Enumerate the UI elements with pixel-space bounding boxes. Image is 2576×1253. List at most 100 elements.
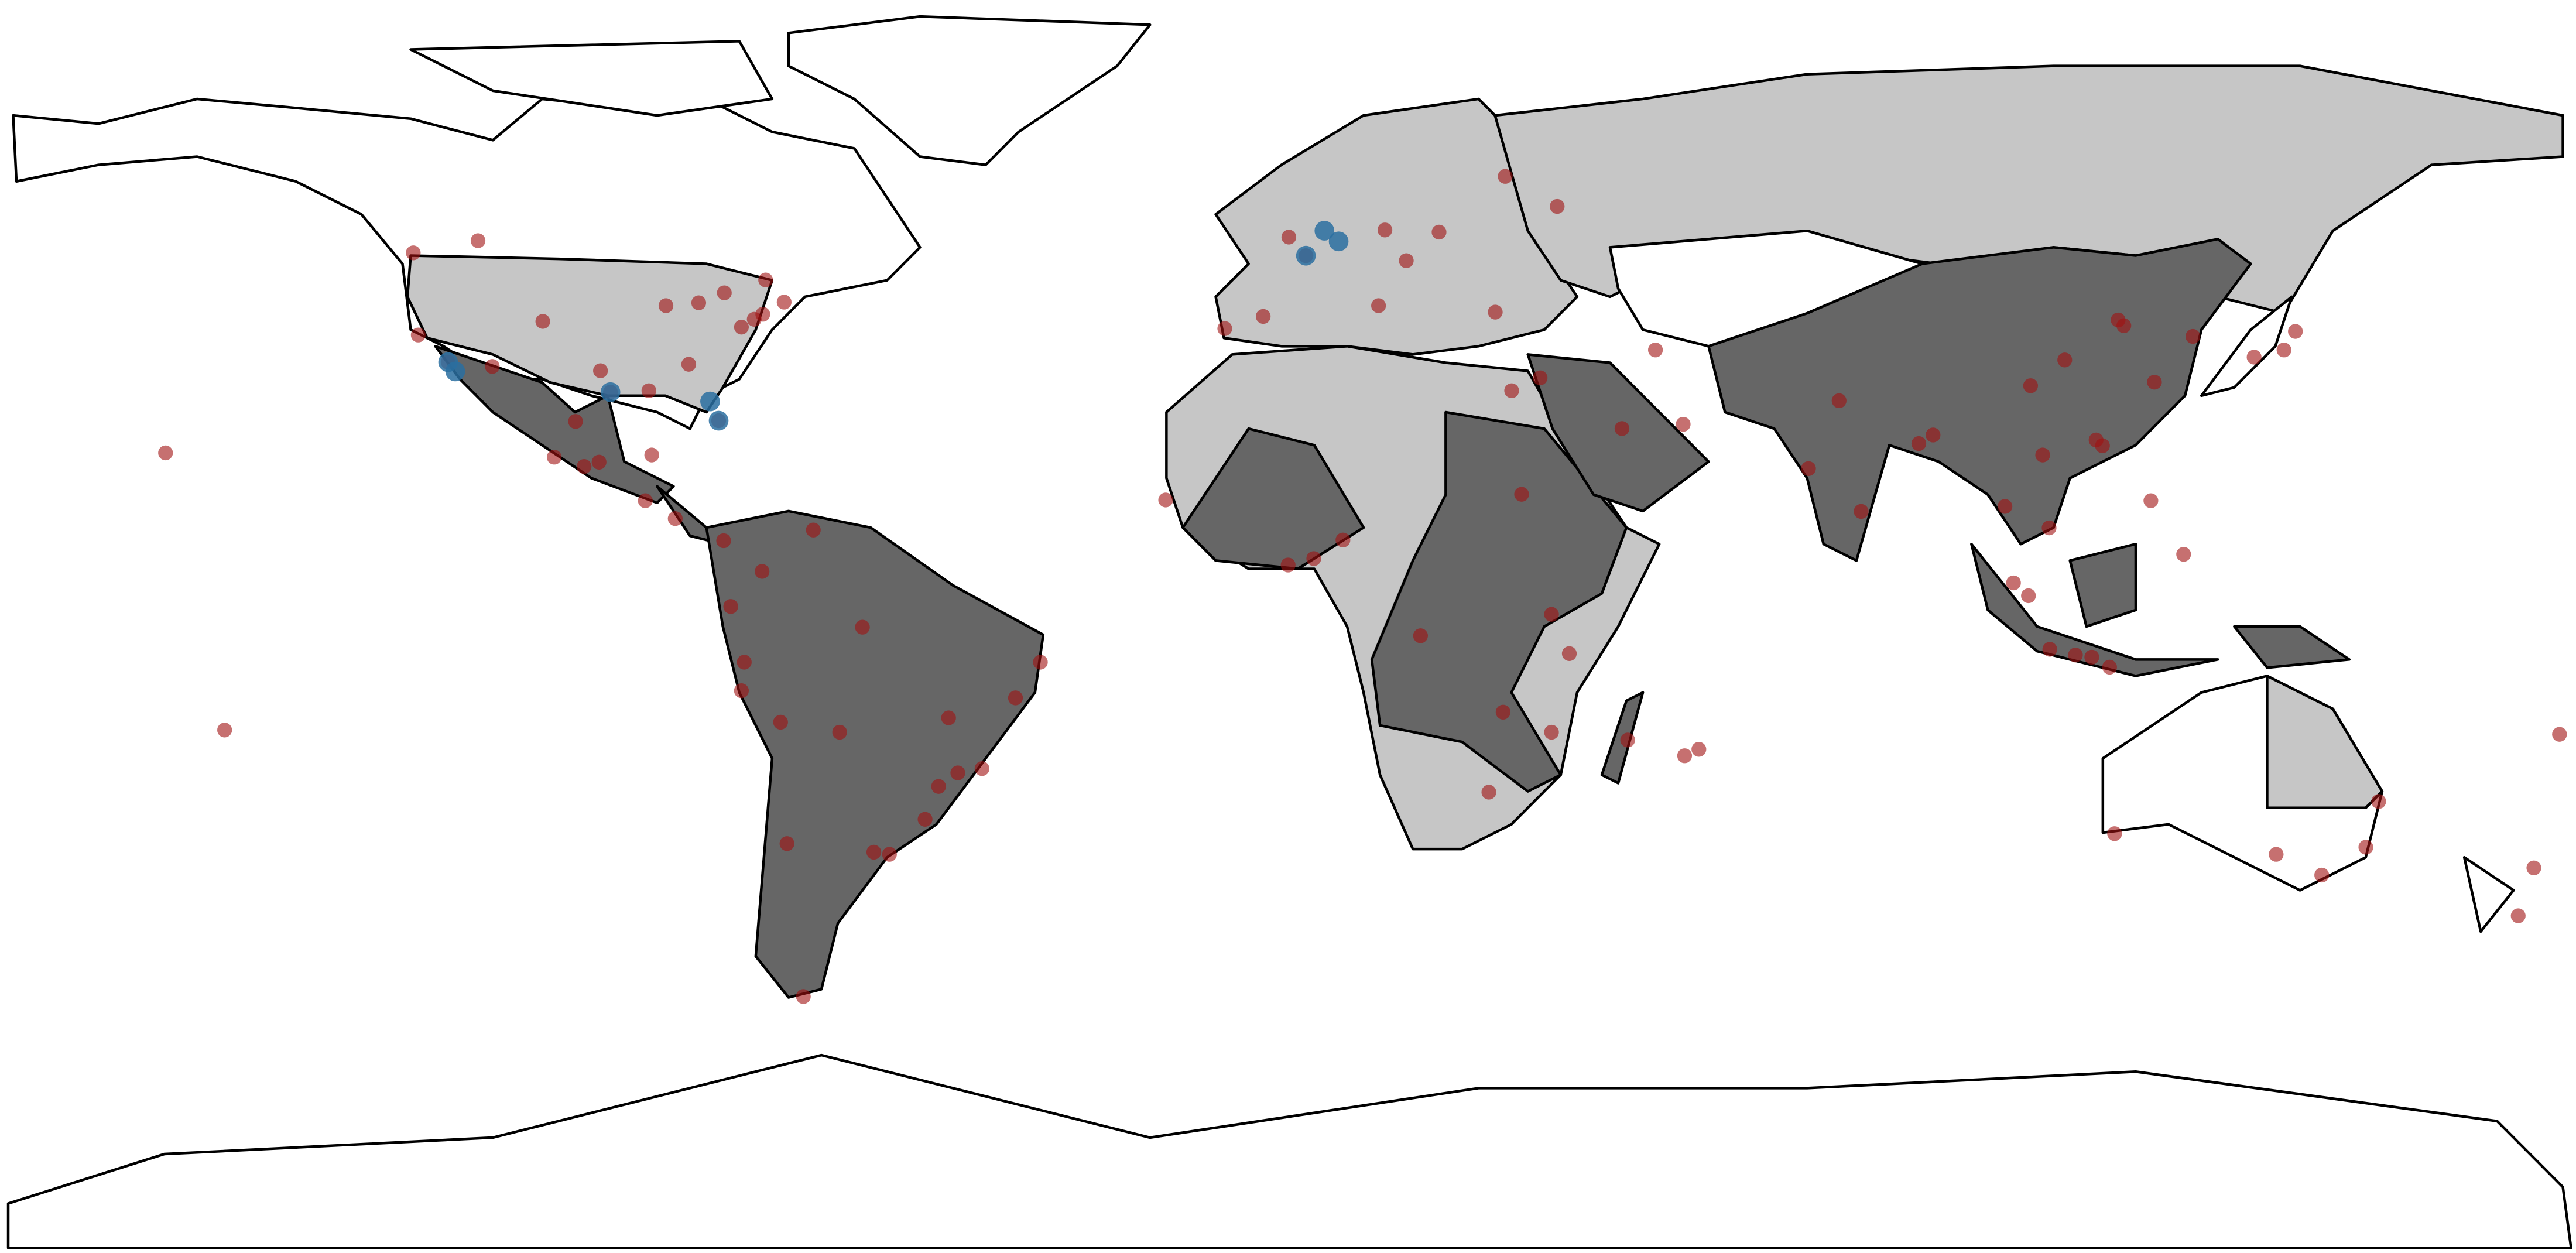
location-point <box>1911 436 1927 451</box>
location-point <box>1217 321 1232 336</box>
greenland <box>787 15 1152 166</box>
location-point <box>2023 378 2039 393</box>
papua-new-guinea <box>2233 625 2351 669</box>
location-point <box>2143 493 2159 508</box>
location-point <box>2116 318 2132 333</box>
east-africa <box>1370 410 1628 793</box>
location-point <box>2371 794 2386 809</box>
location-point <box>1831 393 1847 409</box>
location-point <box>700 391 720 412</box>
location-point <box>1377 222 1393 238</box>
location-point <box>723 599 738 614</box>
location-point <box>1314 221 1335 241</box>
location-point <box>1854 504 1869 519</box>
location-point <box>773 714 788 730</box>
location-point <box>217 723 232 738</box>
location-point <box>737 655 752 670</box>
location-point <box>2147 374 2162 390</box>
location-point <box>1495 704 1511 720</box>
location-point <box>1256 309 1271 324</box>
location-point <box>2107 826 2122 841</box>
queensland <box>2266 675 2384 809</box>
japan <box>2200 295 2293 398</box>
antarctica <box>6 1053 2572 1249</box>
location-point <box>1371 298 1386 313</box>
location-point <box>1544 724 1559 740</box>
points <box>158 169 2567 1004</box>
location-point <box>1550 198 1565 214</box>
united-states <box>406 254 774 414</box>
location-point <box>1677 748 1693 764</box>
location-point <box>1280 557 1296 573</box>
location-point <box>1620 732 1635 748</box>
location-point <box>1676 416 1691 432</box>
location-point <box>1481 785 1496 800</box>
location-point <box>1488 304 1503 320</box>
location-point <box>866 844 882 860</box>
location-point <box>644 447 659 463</box>
location-point <box>470 233 486 248</box>
location-point <box>716 533 731 549</box>
location-point <box>593 363 608 378</box>
location-point <box>2035 447 2050 463</box>
location-point <box>974 761 989 776</box>
location-point <box>855 619 870 635</box>
location-point <box>600 382 621 402</box>
location-point <box>2006 575 2021 591</box>
location-point <box>2068 648 2083 663</box>
location-point <box>1399 253 1414 268</box>
location-point <box>755 564 770 579</box>
location-point <box>882 847 897 862</box>
location-point <box>691 295 707 310</box>
location-point <box>641 383 656 398</box>
location-point <box>734 683 749 699</box>
location-point <box>2552 727 2567 742</box>
location-point <box>2057 352 2073 368</box>
location-point <box>806 522 821 538</box>
location-point <box>2102 659 2117 675</box>
location-point <box>2358 840 2373 855</box>
location-point <box>1296 245 1316 266</box>
location-point <box>755 307 770 322</box>
location-point <box>681 357 697 372</box>
location-point <box>577 458 592 474</box>
location-point <box>406 245 421 261</box>
location-point <box>832 724 847 740</box>
location-point <box>2042 642 2057 657</box>
location-point <box>546 450 562 465</box>
location-point <box>917 812 933 827</box>
location-point <box>2185 328 2201 344</box>
location-point <box>535 314 550 329</box>
location-point <box>1514 487 1529 502</box>
arctic-islands <box>409 40 774 117</box>
location-point <box>1008 690 1023 706</box>
location-point <box>667 511 683 526</box>
location-point <box>1335 532 1351 547</box>
location-point <box>734 320 749 335</box>
location-point <box>1158 492 1173 508</box>
location-point <box>158 445 173 461</box>
location-point <box>2246 350 2262 365</box>
location-point <box>796 989 811 1004</box>
location-point <box>638 493 653 508</box>
location-point <box>708 410 729 431</box>
location-point <box>1926 427 1941 443</box>
location-point <box>591 454 607 470</box>
location-point <box>2269 847 2284 862</box>
location-point <box>2021 588 2036 604</box>
location-point <box>1328 231 1349 252</box>
location-point <box>1801 461 1816 476</box>
location-point <box>1691 742 1707 757</box>
west-africa <box>1181 427 1365 570</box>
location-point <box>931 779 946 794</box>
location-point <box>2526 860 2541 875</box>
location-point <box>2288 324 2303 339</box>
location-point <box>758 272 773 287</box>
location-point <box>1033 655 1048 670</box>
location-point <box>2176 547 2191 562</box>
sumatra-java <box>1970 542 2219 677</box>
location-point <box>2314 867 2330 883</box>
location-point <box>1561 646 1577 661</box>
location-point <box>776 295 792 310</box>
